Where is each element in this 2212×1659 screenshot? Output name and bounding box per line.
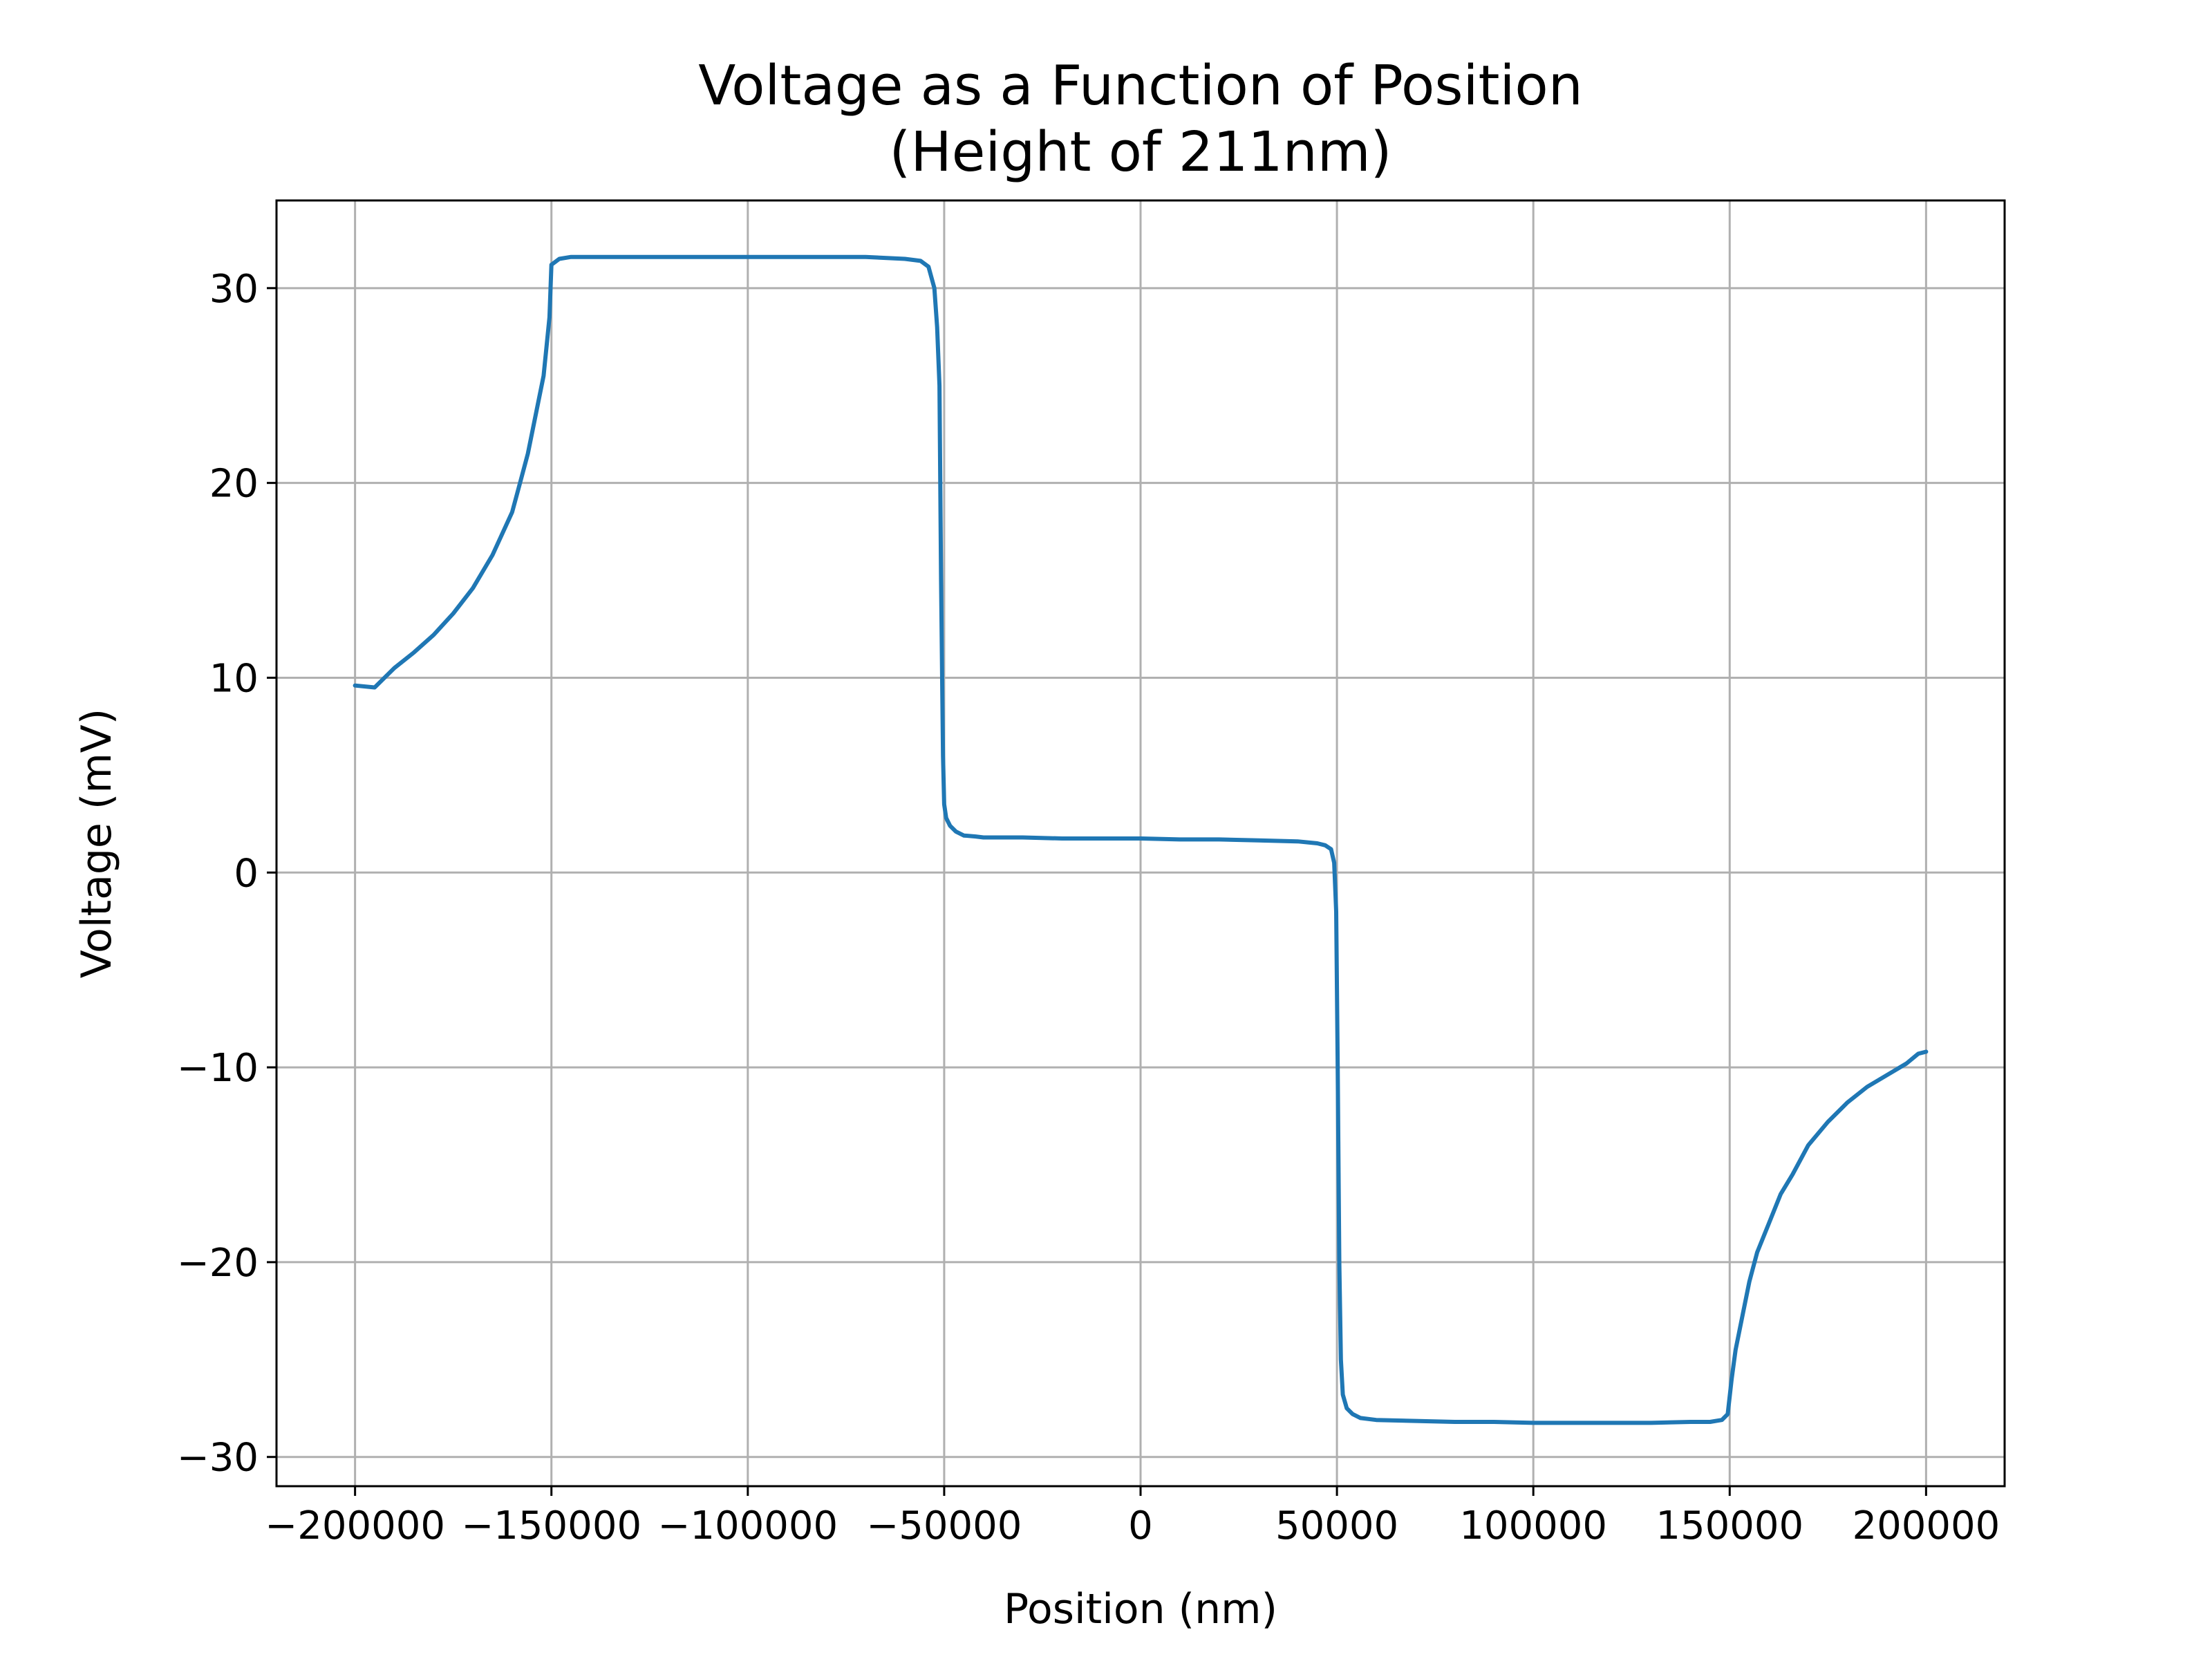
x-tick-label: 150000 [1656, 1503, 1803, 1548]
series-layer [353, 254, 1929, 1425]
y-tick-label: 0 [234, 851, 259, 896]
grid-lines [276, 200, 2005, 1486]
x-tick-label: 50000 [1275, 1503, 1398, 1548]
chart-subtitle: (Height of 211nm) [890, 120, 1392, 184]
y-tick-label: −30 [177, 1436, 259, 1481]
x-tick-label: −200000 [265, 1503, 445, 1548]
y-tick-label: 30 [209, 267, 259, 312]
y-axis-label: Voltage (mV) [73, 709, 121, 978]
voltage-line [353, 254, 1929, 1425]
y-tick-label: 20 [209, 462, 259, 507]
y-tick-label: −10 [177, 1046, 259, 1091]
x-tick-label: −100000 [657, 1503, 838, 1548]
x-tick-label: −150000 [461, 1503, 641, 1548]
y-tick-labels: −30 −20 −10 0 10 20 30 [177, 267, 259, 1481]
x-tick-label: 200000 [1852, 1503, 2000, 1548]
x-tick-label: 100000 [1459, 1503, 1607, 1548]
axis-ticks [267, 287, 1927, 1496]
y-tick-label: −20 [177, 1241, 259, 1286]
chart-title: Voltage as a Function of Position [698, 54, 1583, 118]
x-tick-label: −50000 [866, 1503, 1022, 1548]
x-tick-labels: −200000 −150000 −100000 −50000 0 50000 100000 1… [265, 1503, 2000, 1548]
y-tick-label: 10 [209, 656, 259, 701]
x-tick-label: 0 [1128, 1503, 1153, 1548]
x-axis-label: Position (nm) [1004, 1585, 1277, 1633]
